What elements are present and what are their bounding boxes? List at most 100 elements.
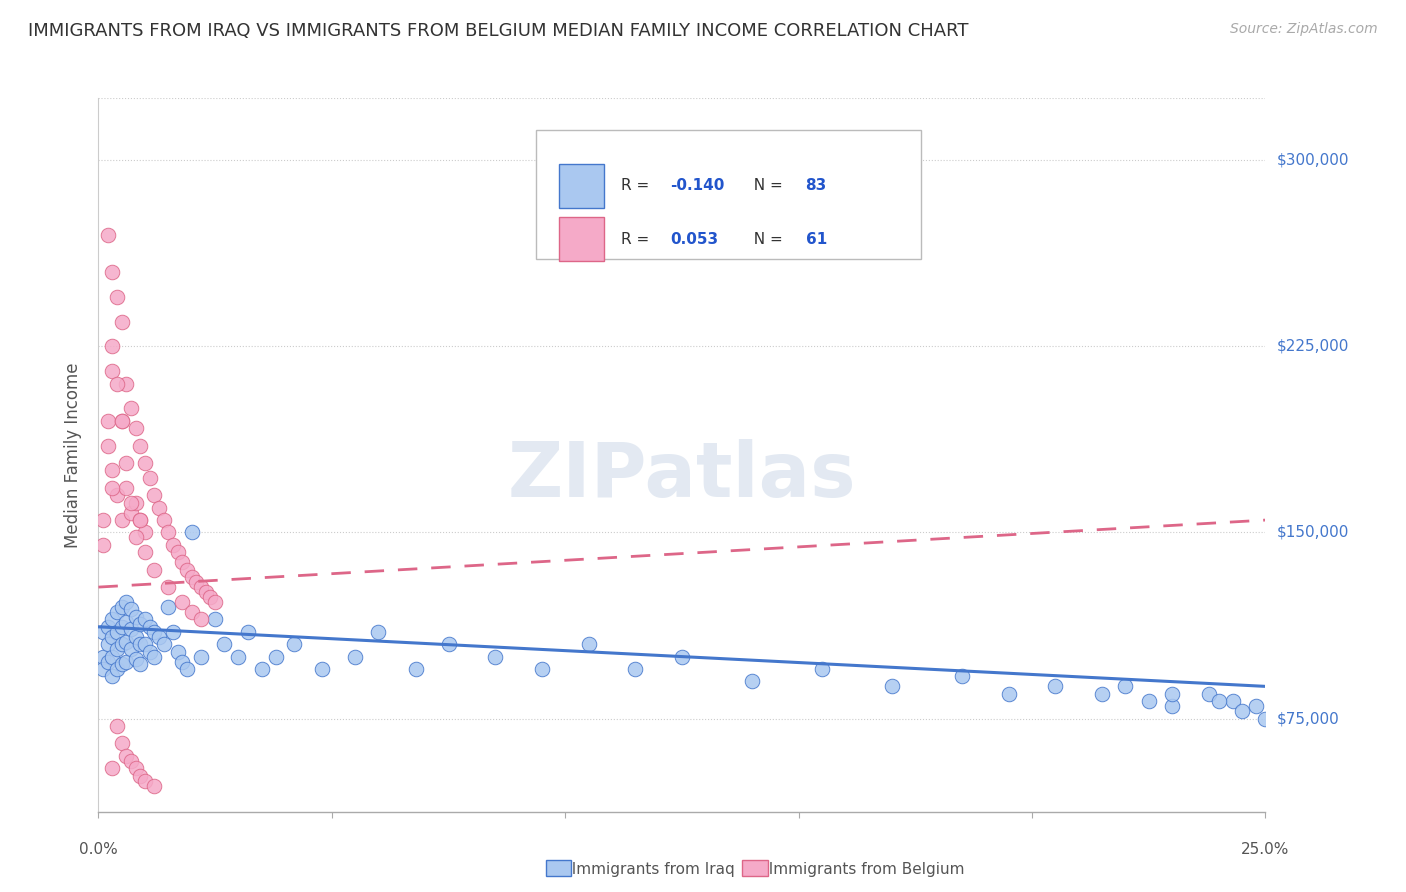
Text: N =: N = (744, 232, 787, 247)
Point (180, 605, 202, 619)
Point (91, 649, 114, 664)
Point (105, 605, 128, 619)
Point (125, 630, 148, 644)
Point (204, 612, 226, 626)
Point (91, 513, 114, 527)
Point (157, 525, 180, 540)
Point (111, 637, 134, 651)
Point (139, 645, 162, 659)
Point (101, 481, 124, 495)
Point (200, 590, 222, 604)
Point (134, 612, 156, 626)
Point (125, 610, 148, 624)
Point (129, 637, 152, 651)
Point (125, 761, 148, 775)
Point (120, 506, 142, 520)
Point (180, 570, 202, 584)
Point (172, 595, 194, 609)
Point (91, 624, 114, 639)
Text: $75,000: $75,000 (1277, 711, 1340, 726)
Point (105, 488, 128, 502)
Text: Immigrants from Iraq: Immigrants from Iraq (562, 863, 735, 877)
Point (125, 496, 148, 510)
Point (97, 655, 120, 669)
Point (125, 421, 148, 435)
Text: IMMIGRANTS FROM IRAQ VS IMMIGRANTS FROM BELGIUM MEDIAN FAMILY INCOME CORRELATION: IMMIGRANTS FROM IRAQ VS IMMIGRANTS FROM … (28, 22, 969, 40)
Point (811, 662, 834, 676)
Point (1222, 694, 1244, 708)
Point (101, 669, 124, 683)
Point (1208, 694, 1230, 708)
Point (1114, 679, 1136, 693)
Text: 0.0%: 0.0% (79, 842, 118, 857)
Point (134, 525, 156, 540)
Point (97, 620, 120, 634)
Point (134, 456, 156, 470)
Point (111, 736, 134, 750)
Point (162, 538, 184, 552)
Point (1161, 687, 1184, 701)
Point (101, 761, 124, 775)
Point (214, 637, 236, 651)
Point (1198, 687, 1220, 701)
Point (162, 624, 184, 639)
Point (228, 649, 250, 664)
Point (120, 401, 142, 416)
Point (125, 531, 148, 545)
Point (91, 538, 114, 552)
Point (741, 674, 763, 689)
Point (1278, 704, 1301, 718)
Text: $300,000: $300,000 (1277, 153, 1348, 168)
Point (120, 754, 142, 768)
Point (101, 463, 124, 477)
Point (101, 265, 124, 279)
Point (91, 662, 114, 676)
Point (115, 481, 138, 495)
Point (105, 642, 128, 657)
Text: $150,000: $150,000 (1277, 525, 1348, 540)
Point (111, 414, 134, 428)
Point (1137, 694, 1160, 708)
Point (115, 615, 138, 629)
Point (1264, 719, 1286, 733)
Point (152, 513, 174, 527)
Point (143, 563, 166, 577)
Point (101, 339, 124, 353)
Point (1161, 699, 1184, 714)
Point (139, 620, 162, 634)
Point (250, 662, 273, 676)
Text: ZIPatlas: ZIPatlas (508, 440, 856, 513)
Text: 0.053: 0.053 (671, 232, 718, 247)
Point (115, 456, 138, 470)
Point (190, 612, 212, 626)
Point (97, 439, 120, 453)
Point (111, 414, 134, 428)
Point (176, 563, 198, 577)
Point (671, 649, 693, 664)
Point (134, 773, 156, 788)
Point (1254, 712, 1277, 726)
Point (880, 679, 903, 693)
Point (101, 630, 124, 644)
Point (344, 649, 367, 664)
Text: 25.0%: 25.0% (1241, 842, 1289, 857)
FancyBboxPatch shape (536, 130, 921, 259)
Point (143, 649, 166, 664)
Point (186, 575, 208, 590)
Point (578, 637, 600, 651)
Point (129, 513, 152, 527)
Point (283, 637, 305, 651)
Text: R =: R = (621, 178, 654, 194)
Point (111, 314, 134, 328)
Text: Immigrants from Belgium: Immigrants from Belgium (759, 863, 965, 877)
Point (120, 496, 142, 510)
Point (190, 580, 212, 594)
Text: $225,000: $225,000 (1277, 339, 1348, 354)
Point (437, 637, 460, 651)
Point (105, 290, 128, 304)
Point (152, 637, 174, 651)
Point (190, 649, 212, 664)
Point (172, 555, 194, 569)
Point (157, 580, 180, 594)
Point (166, 545, 188, 559)
